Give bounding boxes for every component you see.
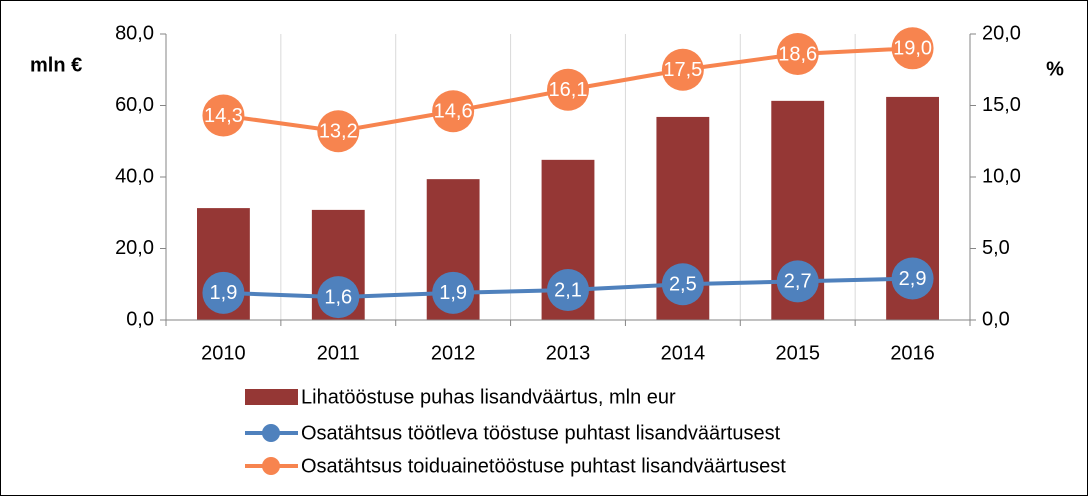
- data-label: 18,6: [778, 43, 817, 65]
- marker: [776, 33, 819, 76]
- data-label: 2,5: [669, 274, 697, 296]
- marker: [661, 263, 704, 306]
- data-label: 14,3: [204, 105, 243, 127]
- data-label: 2,7: [784, 271, 812, 293]
- legend-label: Osatähtsus töötleva tööstuse puhtast lis…: [301, 422, 781, 444]
- marker: [661, 48, 704, 91]
- y2-tick-label: 10,0: [982, 165, 1021, 187]
- y-tick-label: 80,0: [115, 22, 154, 44]
- data-label: 17,5: [663, 59, 702, 81]
- legend-label: Osatähtsus toiduainetööstuse puhtast lis…: [301, 455, 786, 477]
- y2-tick-label: 0,0: [982, 308, 1010, 330]
- x-tick-label: 2013: [546, 342, 591, 364]
- y-tick-label: 20,0: [115, 237, 154, 259]
- x-tick-label: 2011: [317, 342, 360, 364]
- x-tick-label: 2015: [775, 342, 820, 364]
- y2-tick-label: 20,0: [982, 22, 1021, 44]
- marker: [776, 260, 819, 303]
- y-tick-label: 0,0: [126, 308, 154, 330]
- marker: [432, 271, 475, 314]
- marker: [202, 94, 245, 137]
- x-tick-label: 2014: [661, 342, 706, 364]
- data-label: 1,9: [210, 282, 238, 304]
- data-label: 2,9: [899, 268, 927, 290]
- y2-axis-label: %: [1046, 58, 1064, 80]
- legend-swatch: [245, 389, 298, 405]
- marker: [891, 257, 934, 300]
- data-label: 13,2: [319, 121, 358, 143]
- x-tick-label: 2016: [890, 342, 935, 364]
- y-tick-label: 40,0: [115, 165, 154, 187]
- marker: [432, 90, 475, 133]
- marker: [317, 276, 360, 319]
- data-label: 19,0: [893, 38, 932, 60]
- x-tick-label: 2012: [431, 342, 476, 364]
- legend-marker: [262, 424, 280, 442]
- data-label: 14,6: [434, 101, 473, 123]
- data-label: 1,9: [439, 282, 467, 304]
- y-tick-label: 60,0: [115, 94, 154, 116]
- legend-marker: [262, 457, 280, 475]
- marker: [202, 271, 245, 314]
- y2-tick-label: 15,0: [982, 94, 1021, 116]
- data-label: 1,6: [324, 286, 352, 308]
- legend-label: Lihatööstuse puhas lisandväärtus, mln eu…: [301, 386, 676, 408]
- marker: [891, 27, 934, 70]
- y2-tick-label: 5,0: [982, 237, 1010, 259]
- y-axis-label: mln €: [30, 54, 82, 76]
- data-label: 2,1: [554, 279, 582, 301]
- marker: [547, 268, 589, 311]
- marker: [547, 68, 589, 111]
- x-tick-label: 2010: [201, 342, 246, 364]
- data-label: 16,1: [549, 79, 588, 101]
- marker: [317, 110, 360, 153]
